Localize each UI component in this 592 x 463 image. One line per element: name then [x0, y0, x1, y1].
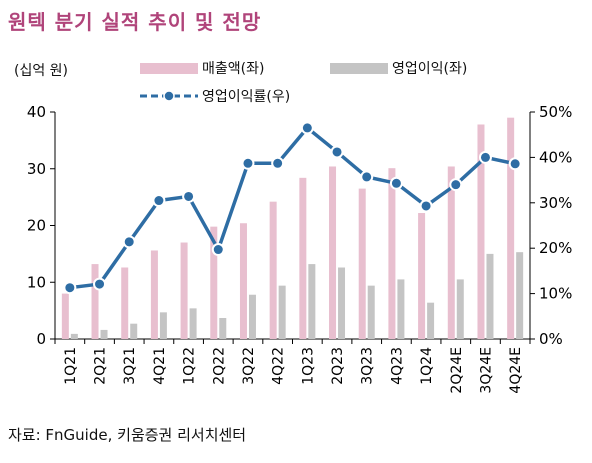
legend-revenue-swatch: [140, 62, 198, 74]
y-right-tick-label: 0%: [539, 330, 563, 348]
op-profit-bar: [397, 279, 405, 339]
legend-revenue-label: 매출액(좌): [202, 61, 265, 77]
legend-op-margin-swatch: [140, 90, 198, 102]
op-profit-bar: [248, 294, 256, 339]
op-profit-bar: [130, 323, 138, 339]
revenue-bar: [121, 267, 129, 339]
op-profit-bar: [70, 333, 78, 339]
op-margin-point: [389, 176, 403, 190]
revenue-bar: [239, 223, 247, 339]
revenue-bar: [91, 264, 99, 339]
legend-op-profit-label: 영업이익(좌): [392, 61, 468, 77]
op-profit-bar: [367, 285, 375, 339]
revenue-bar: [299, 177, 307, 339]
chart-title: 원텍 분기 실적 추이 및 전망: [8, 10, 262, 34]
op-margin-point: [122, 235, 136, 249]
revenue-bar: [358, 188, 366, 339]
y-left-tick-label: 40: [27, 103, 46, 121]
op-profit-bar: [189, 308, 197, 339]
op-margin-point: [449, 178, 463, 192]
op-margin-point: [360, 170, 374, 184]
x-tick-label: 3Q22: [241, 347, 257, 385]
legend-op-margin: 영업이익률(우): [140, 86, 290, 106]
y-right-tick-label: 20%: [539, 239, 572, 257]
y-left-tick-label: 0: [36, 330, 46, 348]
x-tick-label: 1Q23: [300, 347, 316, 385]
revenue-bar: [61, 293, 69, 339]
y-right-tick-label: 10%: [539, 285, 572, 303]
legend-op-profit: 영업이익(좌): [330, 58, 467, 78]
unit-label: (십억 원): [14, 63, 69, 79]
op-margin-point: [182, 189, 196, 203]
op-profit-bar: [338, 267, 346, 339]
op-margin-point: [419, 199, 433, 213]
revenue-bar: [477, 124, 485, 339]
x-tick-label: 1Q22: [182, 347, 198, 385]
op-margin-point: [271, 156, 285, 170]
op-margin-point: [241, 156, 255, 170]
op-margin-point: [508, 157, 522, 171]
op-profit-bar: [516, 252, 524, 339]
x-tick-label: 4Q22: [271, 347, 287, 385]
revenue-bar: [180, 242, 188, 339]
x-tick-label: 4Q21: [152, 347, 168, 385]
op-profit-bar: [278, 285, 286, 339]
op-profit-bar: [486, 253, 494, 339]
op-margin-line: [69, 126, 516, 290]
op-margin-point: [93, 277, 107, 291]
op-margin-point: [211, 243, 225, 257]
op-profit-bar: [100, 329, 108, 339]
op-profit-bar: [159, 312, 167, 339]
x-tick-label: 2Q22: [211, 347, 227, 385]
y-right-tick-label: 40%: [539, 148, 572, 166]
y-left-tick-label: 30: [27, 160, 46, 178]
x-tick-label: 2Q23: [330, 347, 346, 385]
legend-op-margin-label: 영업이익률(우): [202, 89, 291, 105]
op-margin-point: [300, 121, 314, 135]
op-profit-bar: [427, 302, 435, 339]
revenue-bar: [329, 166, 337, 339]
revenue-bar: [269, 201, 277, 339]
x-tick-label: 3Q23: [360, 347, 376, 385]
revenue-bar: [210, 226, 218, 339]
revenue-bar: [447, 166, 455, 339]
x-tick-label: 1Q24: [419, 347, 435, 385]
y-left-tick-label: 20: [27, 217, 46, 235]
y-left-tick-label: 10: [27, 273, 46, 291]
op-margin-point: [330, 145, 344, 159]
op-margin-point: [152, 194, 166, 208]
x-tick-label: 3Q24E: [478, 347, 494, 394]
x-tick-label: 2Q21: [93, 347, 109, 385]
x-tick-label: 4Q24E: [508, 347, 524, 394]
revenue-bar: [418, 213, 426, 339]
y-right-tick-label: 50%: [539, 103, 572, 121]
revenue-bar: [507, 117, 515, 339]
op-margin-point: [63, 281, 77, 295]
op-margin-point: [478, 150, 492, 164]
source-note: 자료: FnGuide, 키움증권 리서치센터: [8, 426, 247, 444]
revenue-bar: [150, 250, 158, 339]
op-profit-bar: [308, 264, 316, 339]
op-profit-bar: [456, 279, 464, 339]
revenue-bar: [388, 168, 396, 339]
legend-revenue: 매출액(좌): [140, 58, 264, 78]
x-tick-label: 1Q21: [63, 347, 79, 385]
x-tick-label: 2Q24E: [449, 347, 465, 394]
op-profit-bar: [219, 318, 227, 339]
legend-op-profit-swatch: [330, 62, 388, 74]
x-tick-label: 3Q21: [122, 347, 138, 385]
x-tick-label: 4Q23: [389, 347, 405, 385]
y-right-tick-label: 30%: [539, 194, 572, 212]
